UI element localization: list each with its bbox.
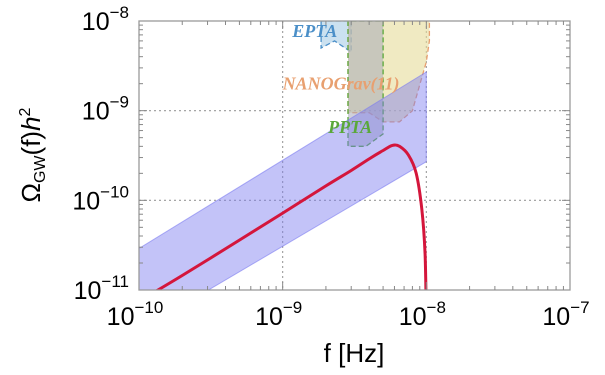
region-epta: [320, 21, 352, 54]
y-tick-labels: 10−11 10−10 10−9 10−8: [72, 3, 129, 305]
x-axis-title: f [Hz]: [324, 338, 385, 368]
region-labels: EPTA NANOGrav(11) PPTA: [282, 21, 400, 137]
y-tick-label: 10−8: [82, 3, 129, 36]
y-axis-title: ΩGW(f)h2: [16, 107, 49, 202]
plot-frame: [138, 20, 571, 291]
x-tick-label: 10−7: [542, 298, 589, 331]
band-layer: [139, 71, 427, 290]
x-tick-label: 10−8: [399, 298, 446, 331]
y-tick-label: 10−9: [82, 93, 129, 126]
tick-marks: [139, 21, 570, 290]
curve-layer: [155, 143, 428, 290]
x-tick-label: 10−10: [107, 298, 164, 331]
region-label-nanograv-11: NANOGrav(11): [282, 74, 400, 95]
power-law-band: [139, 71, 427, 290]
y-tick-label: 10−10: [72, 182, 129, 215]
region-label-epta: EPTA: [291, 21, 337, 41]
x-tick-label: 10−9: [255, 298, 302, 331]
spectrum-curve: [155, 143, 428, 290]
y-tick-label: 10−11: [74, 272, 129, 305]
region-label-ppta: PPTA: [327, 117, 372, 137]
x-tick-labels: 10−10 10−9 10−8 10−7: [107, 298, 590, 331]
